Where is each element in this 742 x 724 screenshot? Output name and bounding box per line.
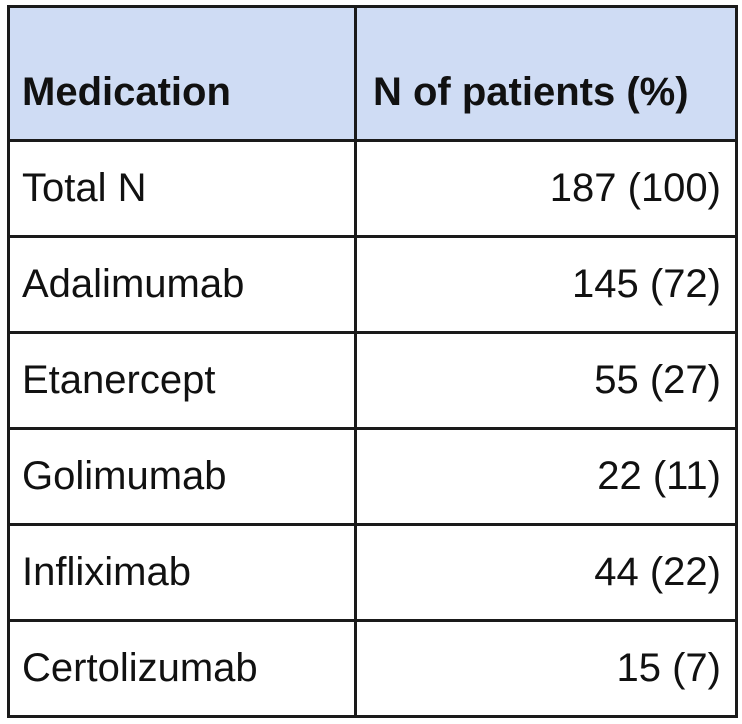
header-row: Medication N of patients (%) <box>7 5 738 142</box>
table-row: Etanercept 55 (27) <box>7 331 738 430</box>
table-row: Golimumab 22 (11) <box>7 427 738 526</box>
table-row: Total N 187 (100) <box>7 139 738 238</box>
table-row: Infliximab 44 (22) <box>7 523 738 622</box>
table-header: Medication N of patients (%) <box>7 5 738 142</box>
header-medication: Medication <box>7 5 357 142</box>
medication-cell: Certolizumab <box>7 619 357 718</box>
medication-cell: Total N <box>7 139 357 238</box>
header-n-patients: N of patients (%) <box>354 5 738 142</box>
patients-cell: 187 (100) <box>354 139 738 238</box>
table-row: Certolizumab 15 (7) <box>7 619 738 718</box>
medication-cell: Etanercept <box>7 331 357 430</box>
medication-table-container: Medication N of patients (%) Total N 187… <box>7 5 738 718</box>
patients-cell: 55 (27) <box>354 331 738 430</box>
medication-table: Medication N of patients (%) Total N 187… <box>7 5 738 718</box>
patients-cell: 22 (11) <box>354 427 738 526</box>
patients-cell: 44 (22) <box>354 523 738 622</box>
medication-cell: Infliximab <box>7 523 357 622</box>
table-body: Total N 187 (100) Adalimumab 145 (72) Et… <box>7 139 738 718</box>
medication-cell: Golimumab <box>7 427 357 526</box>
medication-cell: Adalimumab <box>7 235 357 334</box>
table-row: Adalimumab 145 (72) <box>7 235 738 334</box>
patients-cell: 15 (7) <box>354 619 738 718</box>
patients-cell: 145 (72) <box>354 235 738 334</box>
